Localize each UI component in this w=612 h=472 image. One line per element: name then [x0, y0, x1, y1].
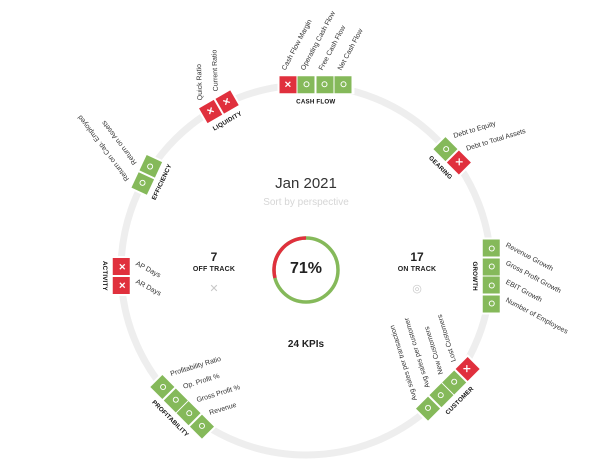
total-kpis: 24 KPIs	[287, 339, 325, 350]
off-track-icon: ✕	[209, 283, 219, 295]
sort-by-perspective-link[interactable]: Sort by perspective	[263, 197, 349, 208]
on-track-label: ON TRACK	[397, 266, 437, 273]
on-track-percentage: 71%	[289, 260, 323, 277]
on-track-kpi-tile[interactable]	[483, 295, 501, 313]
kpi-tile-row	[111, 256, 132, 297]
off-track-label: OFF TRACK	[192, 266, 236, 273]
on-track-kpi-tile[interactable]	[316, 76, 334, 93]
off-track-count: 7	[210, 250, 218, 264]
on-track-kpi-tile[interactable]	[297, 76, 315, 93]
kpi-label: Quick Ratio	[195, 63, 205, 101]
off-track-kpi-tile[interactable]	[113, 258, 131, 276]
off-track-kpi-tile[interactable]	[279, 76, 297, 93]
on-track-kpi-tile[interactable]	[483, 240, 501, 258]
on-track-kpi-tile[interactable]	[334, 76, 352, 93]
on-track-kpi-tile[interactable]	[483, 258, 501, 276]
progress-arc	[272, 236, 307, 279]
perspective-label: CASH FLOW	[296, 98, 336, 105]
on-track-count: 17	[410, 250, 424, 264]
perspective-label: GROWTH	[471, 261, 479, 292]
period-title[interactable]: Jan 2021	[275, 175, 337, 192]
on-track-kpi-tile[interactable]	[483, 277, 501, 295]
kpi-tile-row	[277, 74, 355, 95]
perspective-label: ACTIVITY	[101, 261, 109, 292]
on-track-icon: ◎	[412, 283, 422, 295]
kpi-tile-row	[481, 237, 502, 315]
off-track-kpi-tile[interactable]	[113, 277, 131, 295]
